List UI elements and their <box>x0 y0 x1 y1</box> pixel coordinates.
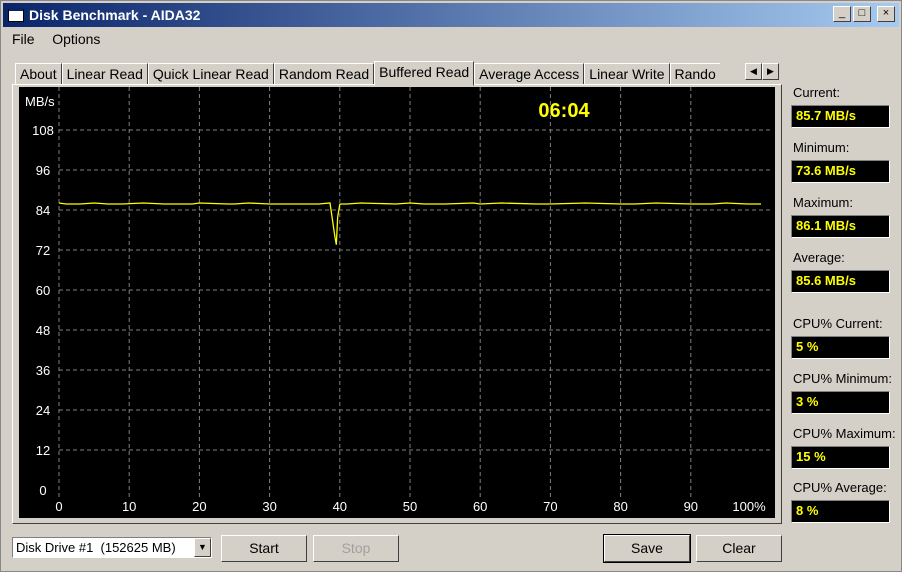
y-tick-label: 48 <box>36 323 50 338</box>
stat-label: Maximum: <box>793 195 853 210</box>
tab-about[interactable]: About <box>15 63 62 85</box>
benchmark-chart: MB/s 06:04 0 12 24 36 48 60 72 84 96 108 0 10 20 30 40… <box>19 87 775 518</box>
tab-quick-linear-read[interactable]: Quick Linear Read <box>147 63 274 85</box>
tab-linear-write[interactable]: Linear Write <box>584 63 670 85</box>
y-tick-label: 60 <box>36 283 50 298</box>
x-tick-label: 30 <box>262 499 276 514</box>
menu-file[interactable]: File <box>12 31 35 47</box>
y-tick-label: 36 <box>36 363 50 378</box>
stop-button[interactable]: Stop <box>313 535 399 562</box>
elapsed-timer: 06:04 <box>538 100 590 122</box>
stat-label: CPU% Current: <box>793 316 883 331</box>
y-tick-label: 0 <box>39 483 46 498</box>
title-bar: Disk Benchmark - AIDA32 <box>3 3 899 27</box>
x-tick-label: 10 <box>122 499 136 514</box>
tab-strip: About Linear Read Quick Linear Read Random … <box>15 59 743 86</box>
x-tick-label: 70 <box>543 499 557 514</box>
stat-value: 15 % <box>791 446 890 469</box>
close-button[interactable]: × <box>877 6 895 22</box>
stat-label: CPU% Maximum: <box>793 426 896 441</box>
x-tick-label: 50 <box>403 499 417 514</box>
y-tick-label: 84 <box>36 203 50 218</box>
menu-bar: File Options <box>12 31 114 47</box>
series-line <box>58 202 761 245</box>
chart-svg: MB/s 06:04 0 12 24 36 48 60 72 84 96 108 0 10 20 30 40… <box>25 87 771 514</box>
stat-label: Minimum: <box>793 140 850 155</box>
y-tick-label: 108 <box>32 123 54 138</box>
save-button[interactable]: Save <box>603 534 691 563</box>
y-tick-label: 12 <box>36 443 50 458</box>
drive-select-value: Disk Drive #1 (152625 MB) <box>16 540 176 555</box>
menu-options[interactable]: Options <box>52 31 101 47</box>
stat-label: Current: <box>793 85 840 100</box>
clear-button[interactable]: Clear <box>696 535 782 562</box>
chevron-down-icon[interactable]: ▼ <box>194 538 211 557</box>
tab-scroll-right-icon[interactable]: ▶ <box>762 63 779 80</box>
tab-scroll-left-icon[interactable]: ◀ <box>745 63 762 80</box>
tab-linear-read[interactable]: Linear Read <box>61 63 148 85</box>
start-button[interactable]: Start <box>221 535 307 562</box>
drive-select[interactable]: Disk Drive #1 (152625 MB) ▼ <box>12 537 212 558</box>
tab-random-read[interactable]: Random Read <box>273 63 375 85</box>
x-tick-label: 100% <box>732 499 766 514</box>
y-tick-label: 96 <box>36 163 50 178</box>
tab-average-access[interactable]: Average Access <box>474 63 585 85</box>
x-tick-label: 60 <box>473 499 487 514</box>
x-tick-label: 20 <box>192 499 206 514</box>
stat-label: Average: <box>793 250 845 265</box>
tab-buffered-read[interactable]: Buffered Read <box>374 61 475 86</box>
tab-scroll: ◀ ▶ <box>745 62 779 80</box>
minimize-button[interactable]: _ <box>833 6 851 22</box>
x-tick-label: 90 <box>684 499 698 514</box>
x-tick-label: 40 <box>333 499 347 514</box>
window-title: Disk Benchmark - AIDA32 <box>29 7 201 23</box>
stat-value: 85.6 MB/s <box>791 270 890 293</box>
app-icon <box>8 8 24 22</box>
stat-value: 85.7 MB/s <box>791 105 890 128</box>
stat-label: CPU% Average: <box>793 480 887 495</box>
x-tick-label: 80 <box>613 499 627 514</box>
y-tick-label: 24 <box>36 403 50 418</box>
stat-value: 73.6 MB/s <box>791 160 890 183</box>
y-tick-label: 72 <box>36 243 50 258</box>
stat-label: CPU% Minimum: <box>793 371 892 386</box>
stat-value: 5 % <box>791 336 890 359</box>
x-tick-label: 0 <box>55 499 62 514</box>
maximize-button[interactable]: □ <box>853 6 871 22</box>
stat-value: 86.1 MB/s <box>791 215 890 238</box>
tab-random[interactable]: Rando <box>669 63 720 85</box>
stat-value: 8 % <box>791 500 890 523</box>
stat-value: 3 % <box>791 391 890 414</box>
y-axis-label: MB/s <box>25 94 55 109</box>
